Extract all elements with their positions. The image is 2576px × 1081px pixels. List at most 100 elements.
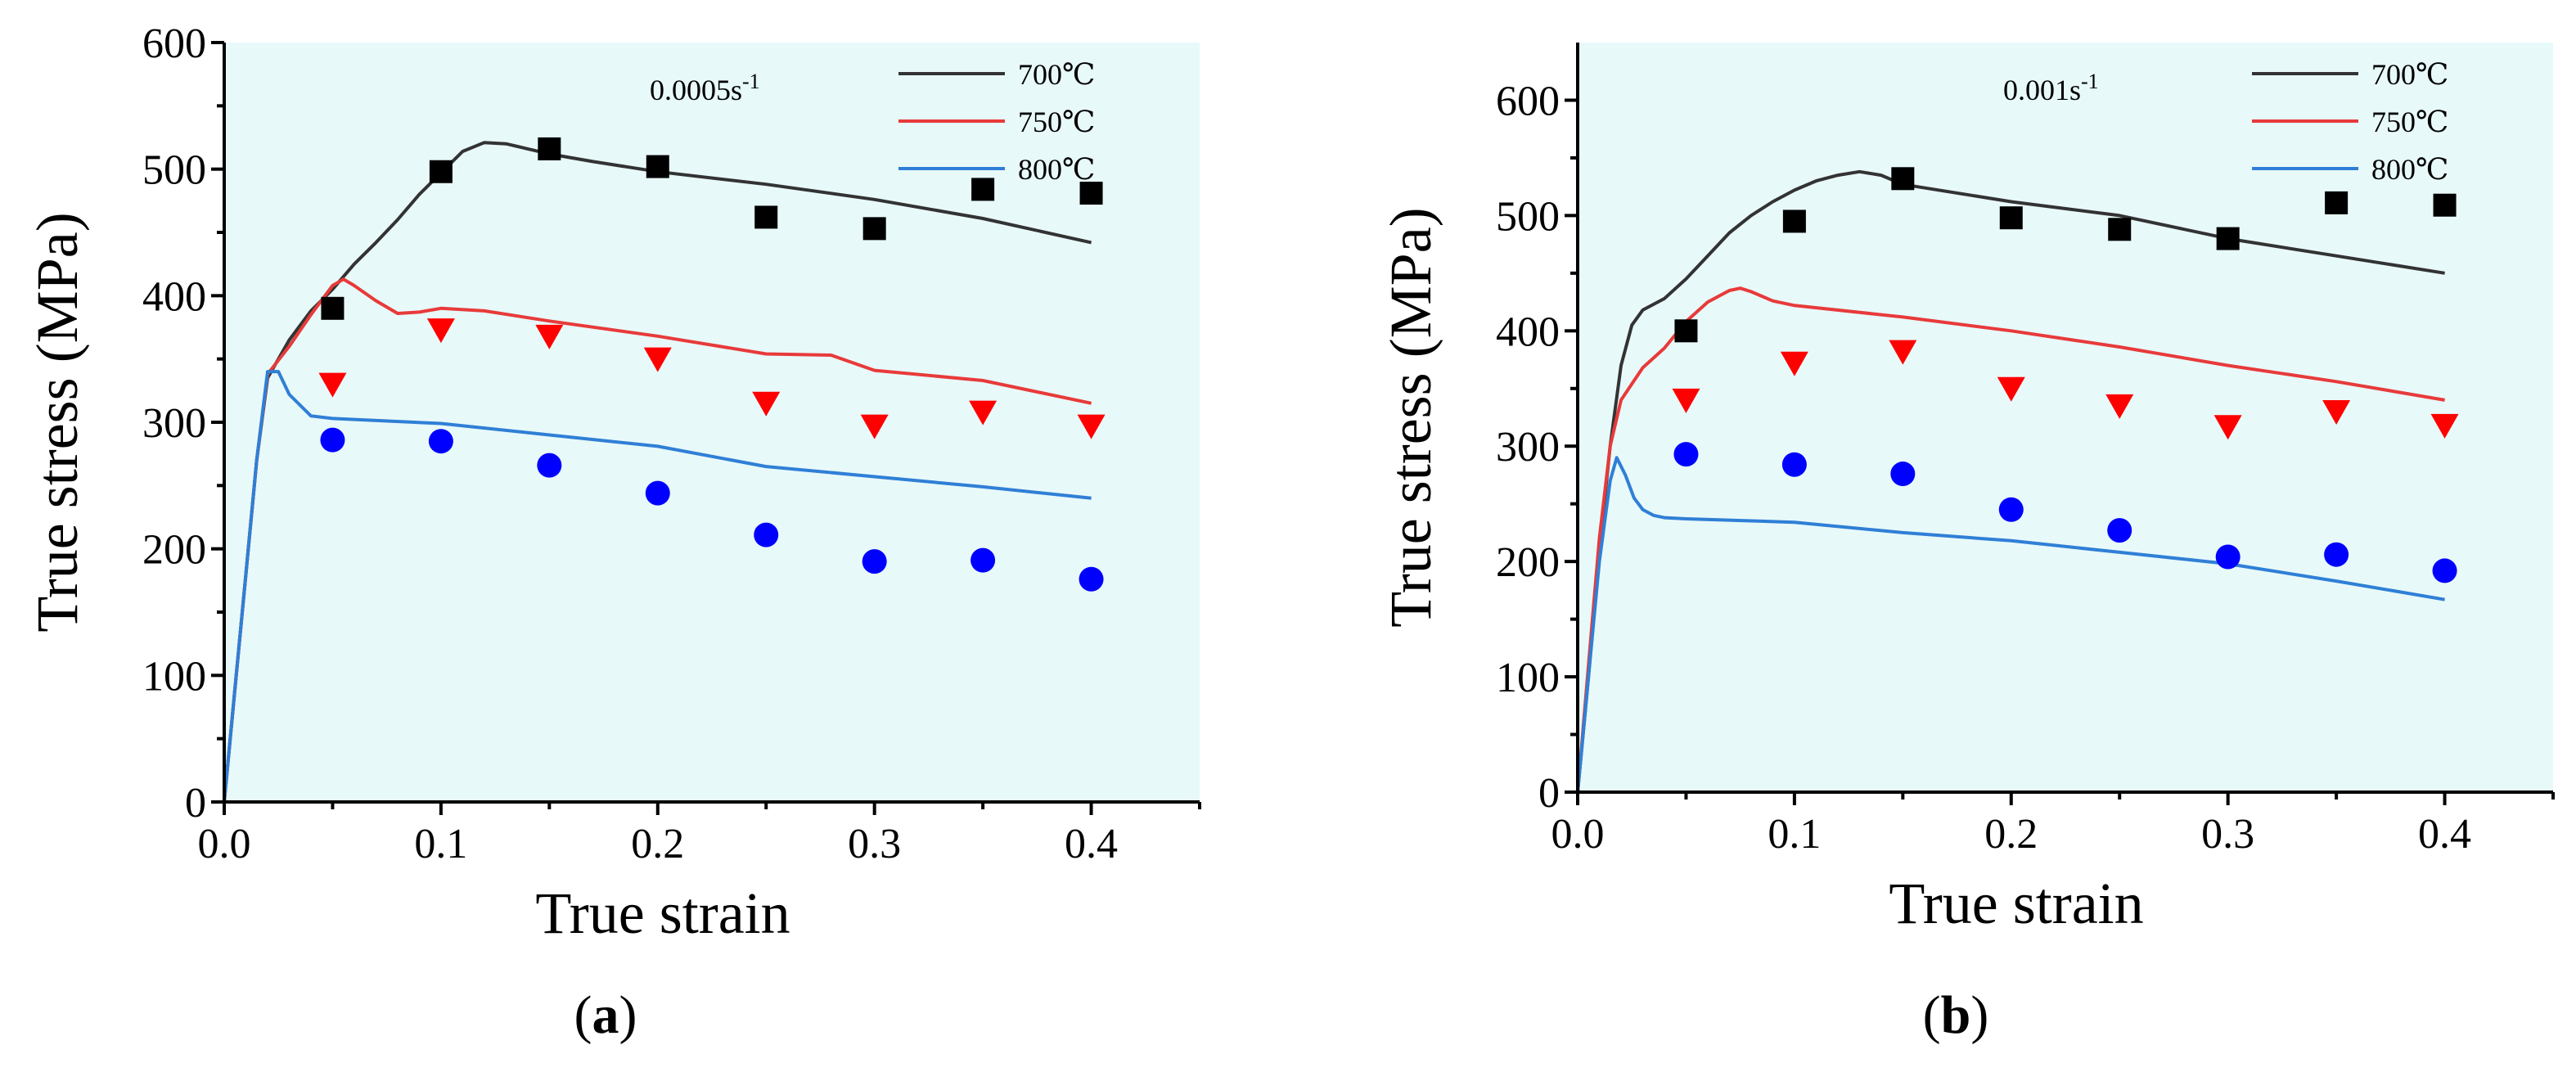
data-point	[862, 549, 887, 574]
x-axis-title: True strain	[1889, 871, 2143, 936]
legend-label: 750℃	[1018, 106, 1095, 138]
data-point	[862, 217, 886, 241]
data-point	[2213, 415, 2242, 440]
data-point	[2105, 394, 2134, 419]
series-markers-1	[321, 137, 1103, 320]
data-point	[1780, 351, 1808, 376]
x-tick-label: 0.0	[198, 821, 251, 867]
data-point	[538, 137, 561, 160]
data-point	[1077, 414, 1106, 439]
data-point	[535, 324, 564, 349]
data-point	[2108, 218, 2132, 241]
data-point	[1079, 182, 1103, 205]
series-line-2	[1576, 286, 2445, 793]
y-tick-label: 200	[1496, 539, 1560, 586]
data-point	[429, 160, 453, 183]
data-point	[1890, 462, 1916, 487]
data-point	[1997, 376, 2025, 402]
legend: 700℃ 750℃ 800℃	[898, 58, 1095, 186]
strain-rate-annotation: 0.0005s-1	[650, 70, 760, 106]
data-point	[971, 547, 996, 573]
x-tick-label: 0.2	[1984, 811, 2038, 858]
data-point	[2432, 558, 2457, 583]
series-line-1	[1576, 169, 2445, 793]
data-point	[1673, 442, 1699, 467]
y-tick-label: 500	[1496, 193, 1560, 240]
series-markers-2	[1672, 340, 2459, 440]
legend-label: 700℃	[1018, 58, 1095, 91]
legend-label: 700℃	[2371, 58, 2448, 91]
series-line-3	[223, 370, 1092, 803]
y-axis-title: True stress (MPa)	[1378, 207, 1443, 627]
y-tick-label: 500	[142, 147, 206, 194]
data-point	[1998, 497, 2024, 522]
data-point	[2433, 193, 2457, 217]
y-tick-label: 600	[1496, 78, 1560, 124]
data-point	[1672, 388, 1700, 413]
legend: 700℃ 750℃ 800℃	[2252, 58, 2448, 186]
data-point	[643, 347, 672, 372]
x-axis-title: True strain	[535, 881, 790, 946]
chart-panel-b: 0.0 0.1 0.2 0.3 0.4 0 100 200 300 400 500 600 True s…	[1378, 43, 2555, 1045]
x-tick-label: 0.3	[848, 821, 901, 867]
data-point	[860, 414, 889, 439]
x-tick-label: 0.0	[1551, 811, 1605, 858]
y-tick-label: 100	[1496, 655, 1560, 701]
data-point	[754, 522, 779, 547]
data-point	[321, 296, 345, 320]
data-point	[1674, 319, 1698, 343]
series-markers-3	[320, 427, 1104, 592]
y-tick-label: 400	[1496, 309, 1560, 355]
data-point	[2325, 191, 2349, 214]
panel-label: (b)	[1923, 985, 1989, 1045]
legend-label: 800℃	[2371, 153, 2448, 186]
data-point	[1782, 209, 1806, 233]
data-point	[971, 178, 995, 201]
data-point	[320, 427, 345, 453]
data-point	[1079, 566, 1104, 592]
y-tick-label: 0	[1538, 770, 1560, 817]
data-point	[537, 453, 562, 478]
y-tick-label: 0	[185, 780, 206, 827]
data-point	[2322, 399, 2351, 425]
y-tick-label: 200	[142, 527, 206, 574]
strain-rate-annotation: 0.001s-1	[2003, 70, 2099, 106]
data-point	[754, 205, 778, 229]
series-markers-1	[1674, 167, 2457, 343]
data-point	[2324, 542, 2349, 567]
x-tick-label: 0.4	[2418, 811, 2471, 858]
panel-label: (a)	[574, 985, 637, 1045]
series-line-3	[1576, 456, 2445, 793]
data-point	[318, 372, 347, 398]
data-point	[2216, 227, 2240, 250]
x-tick-label: 0.3	[2201, 811, 2254, 858]
legend-label: 750℃	[2371, 106, 2448, 138]
x-tick-label: 0.2	[631, 821, 684, 867]
data-point	[1889, 340, 1917, 365]
y-tick-label: 600	[142, 20, 206, 67]
y-tick-label: 300	[1496, 424, 1560, 471]
y-axis-title: True stress (MPa)	[25, 212, 90, 632]
x-tick-label: 0.1	[414, 821, 467, 867]
chart-panel-a: 0.0 0.1 0.2 0.3 0.4 0 100 200 300 400 500 600 True s…	[25, 20, 1201, 1045]
plot-area	[1578, 43, 2553, 792]
y-tick-label: 100	[142, 653, 206, 700]
y-tick-label: 400	[142, 273, 206, 320]
y-tick-label: 300	[142, 400, 206, 447]
series-markers-3	[1673, 442, 2457, 583]
data-point	[645, 480, 670, 506]
data-point	[1999, 206, 2023, 230]
x-tick-label: 0.1	[1768, 811, 1821, 858]
data-point	[646, 155, 669, 178]
legend-label: 800℃	[1018, 153, 1095, 186]
series-markers-2	[318, 318, 1106, 439]
data-point	[2430, 413, 2459, 439]
x-tick-label: 0.4	[1065, 821, 1118, 867]
data-point	[428, 429, 453, 454]
data-point	[969, 400, 998, 426]
data-point	[1891, 167, 1915, 191]
data-point	[426, 318, 455, 344]
data-point	[1781, 452, 1807, 477]
data-point	[752, 391, 781, 417]
